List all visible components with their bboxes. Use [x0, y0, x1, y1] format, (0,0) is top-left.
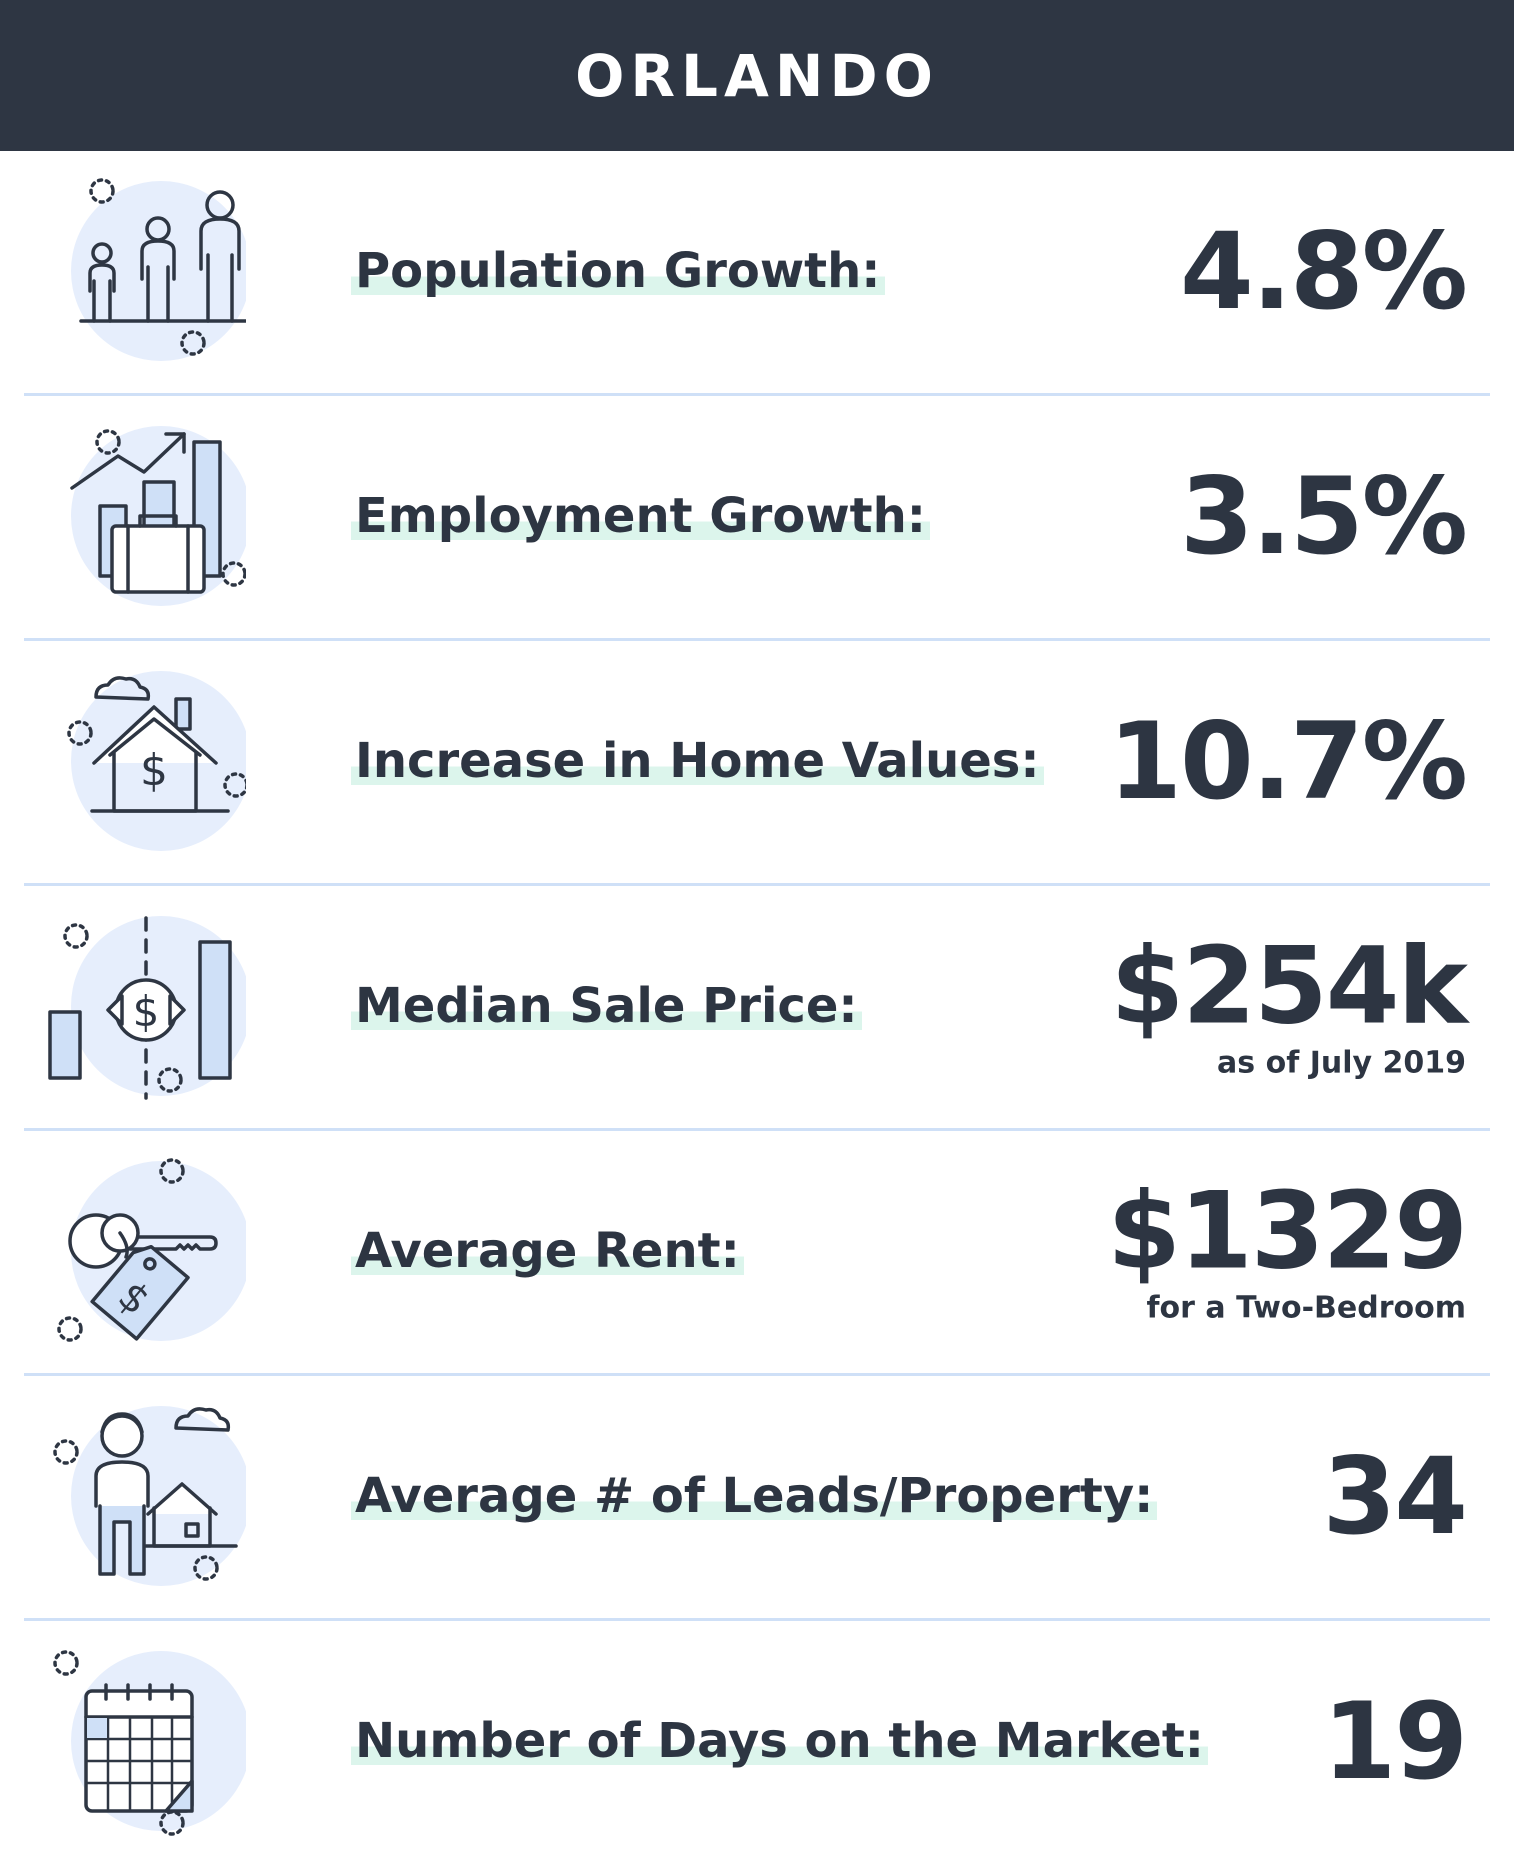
home-value-icon: $	[36, 661, 251, 861]
stat-value: $1329	[1107, 1169, 1468, 1293]
stat-value-box: 19	[1322, 1680, 1468, 1803]
leads-icon	[36, 1396, 251, 1596]
stat-label: Average Rent:	[351, 1223, 744, 1281]
stat-value: 4.8%	[1180, 210, 1468, 333]
stat-row-population-growth: Population Growth: 4.8%	[24, 151, 1490, 396]
employment-icon	[36, 416, 251, 616]
stat-label: Average # of Leads/Property:	[351, 1468, 1158, 1526]
stat-note: as of July 2019	[1217, 1045, 1466, 1081]
svg-text:$: $	[133, 987, 160, 1036]
population-icon	[36, 171, 251, 371]
stat-note: for a Two-Bedroom	[1146, 1290, 1467, 1326]
stat-row-median-sale-price: $ Median Sale Price: $254k as of July 20…	[24, 886, 1490, 1131]
stat-row-average-rent: $ Average Rent: $1329 for a Two-Bedroom	[24, 1131, 1490, 1376]
stat-row-days-on-market: Number of Days on the Market: 19	[24, 1621, 1490, 1863]
stat-label: Population Growth:	[351, 243, 885, 301]
stat-label: Employment Growth:	[351, 488, 930, 546]
stat-value: $254k	[1110, 924, 1468, 1048]
stat-row-employment-growth: Employment Growth: 3.5%	[24, 396, 1490, 641]
rent-key-icon: $	[36, 1151, 251, 1351]
stat-value-box: 4.8%	[1180, 210, 1468, 333]
stats-list: Population Growth: 4.8% Employment Growt…	[0, 151, 1514, 1863]
sale-price-icon: $	[36, 906, 251, 1106]
calendar-icon	[36, 1641, 251, 1841]
stat-value-box: 34	[1322, 1435, 1468, 1558]
svg-text:$: $	[140, 745, 168, 796]
stat-value-box: $254k as of July 2019	[1110, 924, 1468, 1081]
stat-label: Increase in Home Values:	[351, 733, 1044, 791]
stat-value-box: 3.5%	[1180, 455, 1468, 578]
stat-row-leads-per-property: Average # of Leads/Property: 34	[24, 1376, 1490, 1621]
stat-value-box: $1329 for a Two-Bedroom	[1107, 1169, 1468, 1326]
stat-row-home-values: $ Increase in Home Values: 10.7%	[24, 641, 1490, 886]
stat-label: Median Sale Price:	[351, 978, 862, 1036]
stat-value: 3.5%	[1180, 455, 1468, 578]
stat-label: Number of Days on the Market:	[351, 1713, 1208, 1771]
stat-value: 34	[1322, 1435, 1468, 1558]
stat-value-box: 10.7%	[1108, 700, 1468, 823]
stat-value: 10.7%	[1108, 700, 1468, 823]
header-bar: ORLANDO	[0, 0, 1514, 151]
stat-value: 19	[1322, 1680, 1468, 1803]
page-title: ORLANDO	[575, 41, 939, 110]
